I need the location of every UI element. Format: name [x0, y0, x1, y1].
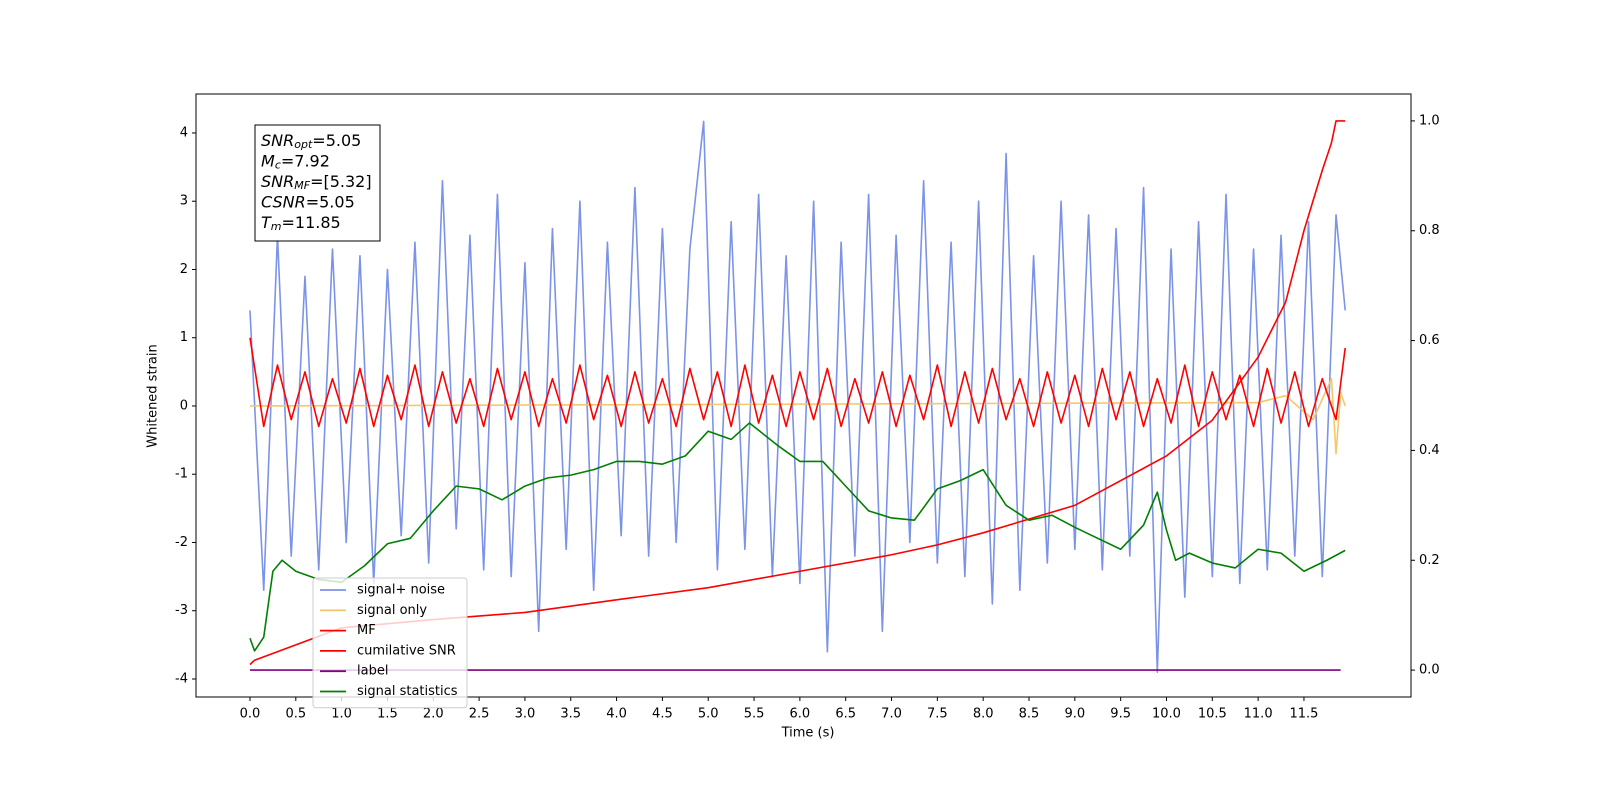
x-tick-label: 7.0: [881, 707, 902, 722]
plot-frame: [195, 93, 1412, 698]
y2-tick-label: 0.4: [1419, 443, 1440, 458]
annotation-subscript: opt: [294, 138, 313, 151]
annotation-symbol: SNR: [261, 131, 294, 150]
legend-label: signal+ noise: [357, 583, 445, 598]
x-tick-label: 3.5: [560, 707, 581, 722]
y2-tick-label: 0.0: [1419, 663, 1440, 678]
x-tick-label: 4.5: [652, 707, 673, 722]
y-tick-label: 1: [180, 330, 188, 345]
x-tick-label: 1.5: [377, 707, 398, 722]
x-tick-label: 9.5: [1110, 707, 1131, 722]
annotation-symbol: M: [261, 151, 275, 170]
x-tick-label: 3.0: [515, 707, 536, 722]
annotation-subscript: m: [271, 220, 282, 233]
legend-box: [312, 577, 468, 709]
annotation-symbol: CSNR: [261, 192, 306, 211]
y-tick-label: 0: [180, 398, 188, 413]
x-tick-label: 6.0: [790, 707, 811, 722]
annotation-symbol: SNR: [261, 172, 294, 191]
x-tick-label: 5.0: [698, 707, 719, 722]
annotation-value: =5.05: [306, 192, 355, 211]
y-axis-label: Whitened strain: [146, 344, 161, 447]
y2-tick-label: 1.0: [1419, 113, 1440, 128]
x-tick-label: 10.0: [1152, 707, 1181, 722]
x-tick-label: 2.5: [469, 707, 490, 722]
legend-label: label: [357, 664, 388, 679]
legend-label: cumilative SNR: [357, 643, 456, 658]
y-tick-label: -1: [175, 467, 188, 482]
legend-label: signal only: [357, 603, 427, 618]
x-tick-label: 6.5: [835, 707, 856, 722]
y-tick-label: -3: [175, 603, 188, 618]
annotation-value: =5.05: [312, 131, 361, 150]
annotation-subscript: c: [275, 159, 281, 172]
x-tick-label: 0.5: [285, 707, 306, 722]
y2-tick-label: 0.6: [1419, 333, 1440, 348]
x-tick-label: 2.0: [423, 707, 444, 722]
x-tick-label: 8.0: [973, 707, 994, 722]
annotation: Tm=11.85: [261, 213, 341, 234]
series-line: [249, 422, 1346, 652]
annotation: SNRMF=[5.32]: [261, 172, 372, 193]
annotation-value: =[5.32]: [310, 172, 372, 191]
x-axis-label: Time (s): [781, 726, 835, 741]
y2-tick-label: 0.2: [1419, 553, 1440, 568]
series-line: [249, 120, 1346, 673]
x-tick-label: 8.5: [1019, 707, 1040, 722]
x-tick-label: 4.0: [606, 707, 627, 722]
x-tick-label: 11.5: [1289, 707, 1318, 722]
annotation-box: [254, 124, 381, 242]
legend-label: signal statistics: [357, 684, 458, 699]
annotation: CSNR=5.05: [261, 192, 355, 211]
annotation-value: =7.92: [281, 151, 330, 170]
y-tick-label: 2: [180, 262, 188, 277]
x-tick-label: 0.0: [240, 707, 261, 722]
x-tick-label: 9.0: [1064, 707, 1085, 722]
x-tick-label: 7.5: [927, 707, 948, 722]
annotation-value: =11.85: [282, 213, 341, 232]
x-tick-label: 5.5: [744, 707, 765, 722]
y-tick-label: -2: [175, 535, 188, 550]
annotation: SNRopt=5.05: [261, 131, 361, 152]
annotation-subscript: MF: [294, 179, 310, 192]
x-tick-label: 11.0: [1244, 707, 1273, 722]
x-tick-label: 10.5: [1198, 707, 1227, 722]
y-tick-label: -4: [175, 671, 188, 686]
series-line: [249, 377, 1346, 455]
annotation: Mc=7.92: [261, 151, 330, 172]
legend-label: MF: [357, 623, 376, 638]
annotation-symbol: T: [261, 213, 272, 232]
x-tick-label: 1.0: [331, 707, 352, 722]
y-tick-label: 4: [180, 125, 188, 140]
y2-tick-label: 0.8: [1419, 223, 1440, 238]
y-tick-label: 3: [180, 194, 188, 209]
series-line: [249, 337, 1346, 428]
